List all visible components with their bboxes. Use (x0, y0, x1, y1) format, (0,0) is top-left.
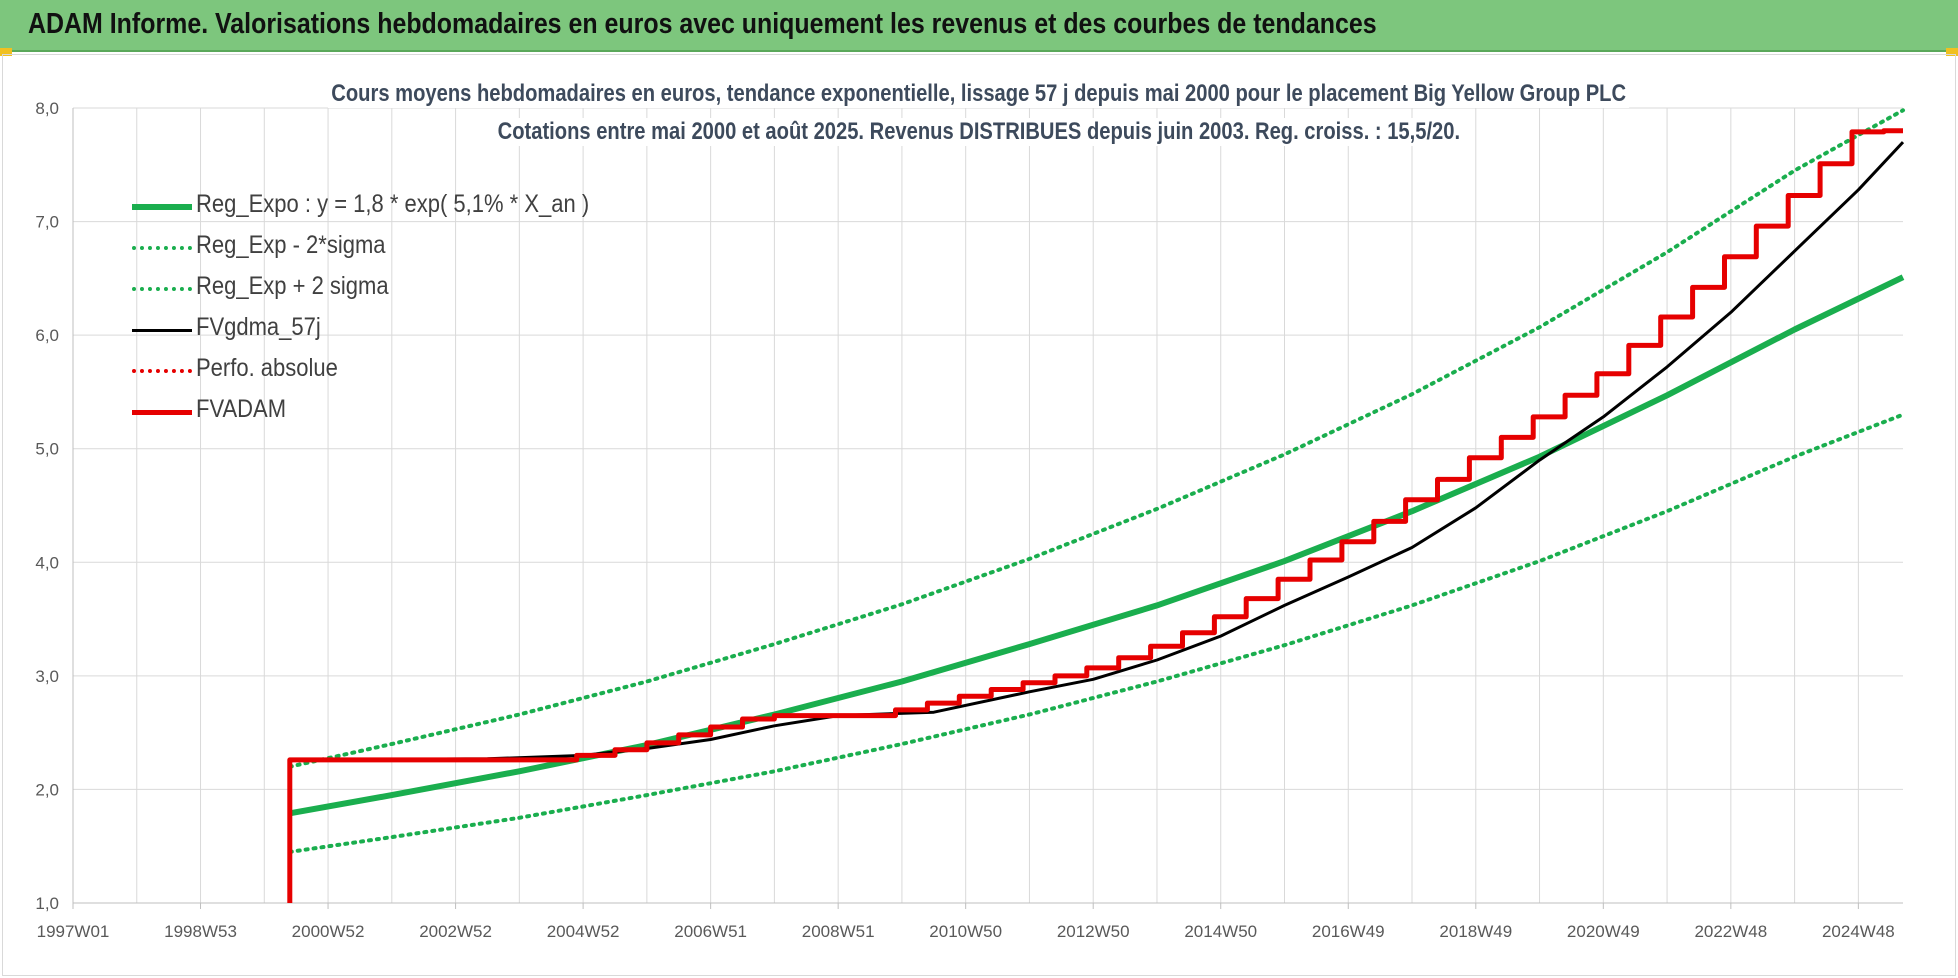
legend-swatch (132, 369, 192, 373)
chart-title-line-2: Cotations entre mai 2000 et août 2025. R… (0, 118, 1958, 146)
x-tick-label: 2006W51 (674, 922, 747, 941)
series-line-3 (289, 141, 1905, 762)
x-tick-label: 2016W49 (1312, 922, 1385, 941)
x-tick-label: 2022W48 (1694, 922, 1767, 941)
x-tick-label: 2002W52 (419, 922, 492, 941)
y-tick-label: 3,0 (35, 667, 59, 686)
x-tick-label: 2000W52 (292, 922, 365, 941)
corner-marker-left (0, 48, 12, 56)
legend-label: Reg_Exp - 2*sigma (196, 231, 386, 259)
legend-label: Perfo. absolue (196, 354, 338, 382)
series-line-5 (287, 128, 1903, 903)
legend-label: FVgdma_57j (196, 313, 321, 341)
series-line-2 (287, 108, 1905, 769)
legend-label: Reg_Expo : y = 1,8 * exp( 5,1% * X_an ) (196, 190, 590, 218)
y-tick-label: 8,0 (35, 99, 59, 118)
report-title: ADAM Informe. Valorisations hebdomadaire… (28, 8, 1377, 40)
legend-swatch (132, 410, 192, 415)
chart-title-line-1: Cours moyens hebdomadaires en euros, ten… (0, 80, 1958, 108)
y-tick-label: 6,0 (35, 326, 59, 345)
legend-swatch (132, 329, 192, 332)
legend-swatch (132, 287, 192, 291)
series-line-1 (287, 412, 1905, 854)
report-header: ADAM Informe. Valorisations hebdomadaire… (0, 0, 1958, 52)
legend-label: FVADAM (196, 395, 287, 423)
x-tick-label: 2010W50 (929, 922, 1002, 941)
y-tick-label: 7,0 (35, 213, 59, 232)
y-tick-label: 4,0 (35, 553, 59, 572)
x-tick-label: 2004W52 (547, 922, 620, 941)
x-tick-label: 1997W01 (37, 922, 110, 941)
x-tick-label: 2018W49 (1439, 922, 1512, 941)
x-tick-label: 2014W50 (1184, 922, 1257, 941)
series-line-0 (289, 274, 1905, 817)
y-tick-label: 2,0 (35, 780, 59, 799)
x-tick-label: 2008W51 (802, 922, 875, 941)
x-tick-label: 2020W49 (1567, 922, 1640, 941)
y-tick-label: 1,0 (35, 894, 59, 913)
legend-swatch (132, 246, 192, 250)
chart-frame (2, 54, 1956, 976)
legend-label: Reg_Exp + 2 sigma (196, 272, 389, 300)
y-tick-label: 5,0 (35, 440, 59, 459)
corner-marker-right (1946, 48, 1958, 56)
legend-swatch (132, 204, 192, 210)
x-tick-label: 1998W53 (164, 922, 237, 941)
x-tick-label: 2012W50 (1057, 922, 1130, 941)
x-tick-label: 2024W48 (1822, 922, 1895, 941)
